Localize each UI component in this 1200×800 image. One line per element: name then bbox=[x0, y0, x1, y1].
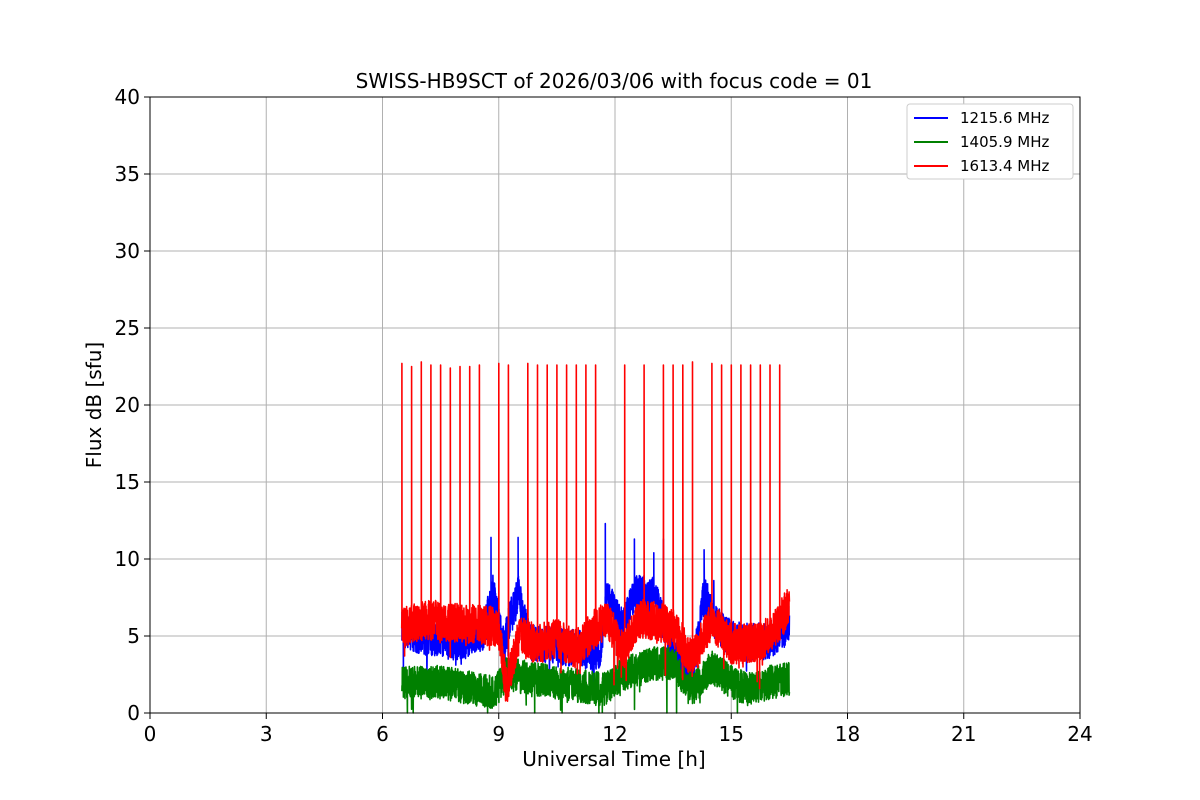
y-tick-label: 0 bbox=[127, 701, 140, 725]
y-tick-label: 40 bbox=[115, 85, 140, 109]
x-tick-label: 21 bbox=[951, 722, 976, 746]
y-tick-label: 15 bbox=[115, 470, 140, 494]
x-axis-label: Universal Time [h] bbox=[522, 747, 705, 771]
y-axis-label: Flux dB [sfu] bbox=[82, 342, 106, 468]
y-tick-label: 20 bbox=[115, 393, 140, 417]
y-tick-label: 35 bbox=[115, 162, 140, 186]
legend: 1215.6 MHz 1405.9 MHz 1613.4 MHz bbox=[906, 103, 1074, 180]
x-tick-label: 9 bbox=[492, 722, 505, 746]
y-tick-label: 30 bbox=[115, 239, 140, 263]
chart-title: SWISS-HB9SCT of 2026/03/06 with focus co… bbox=[356, 69, 873, 93]
legend-label: 1613.4 MHz bbox=[960, 157, 1049, 175]
x-tick-label: 15 bbox=[719, 722, 744, 746]
x-tick-label: 12 bbox=[602, 722, 627, 746]
x-tick-label: 6 bbox=[376, 722, 389, 746]
x-tick-label: 18 bbox=[835, 722, 860, 746]
x-tick-label: 24 bbox=[1067, 722, 1092, 746]
x-tick-label: 0 bbox=[144, 722, 157, 746]
legend-box bbox=[906, 103, 1074, 180]
y-tick-label: 10 bbox=[115, 547, 140, 571]
axis-ticks: 0 3 6 9 12 15 18 21 24 0 5 10 15 20 25 30 35 40 bbox=[115, 85, 1093, 746]
x-tick-label: 3 bbox=[260, 722, 273, 746]
y-tick-label: 25 bbox=[115, 316, 140, 340]
series-layer bbox=[400, 361, 791, 714]
series-2 bbox=[400, 361, 791, 702]
y-tick-label: 5 bbox=[127, 624, 140, 648]
series-line-2 bbox=[400, 361, 791, 702]
series-1 bbox=[401, 646, 791, 714]
series-line-1 bbox=[401, 646, 791, 714]
legend-label: 1405.9 MHz bbox=[960, 133, 1049, 151]
legend-label: 1215.6 MHz bbox=[960, 109, 1049, 127]
